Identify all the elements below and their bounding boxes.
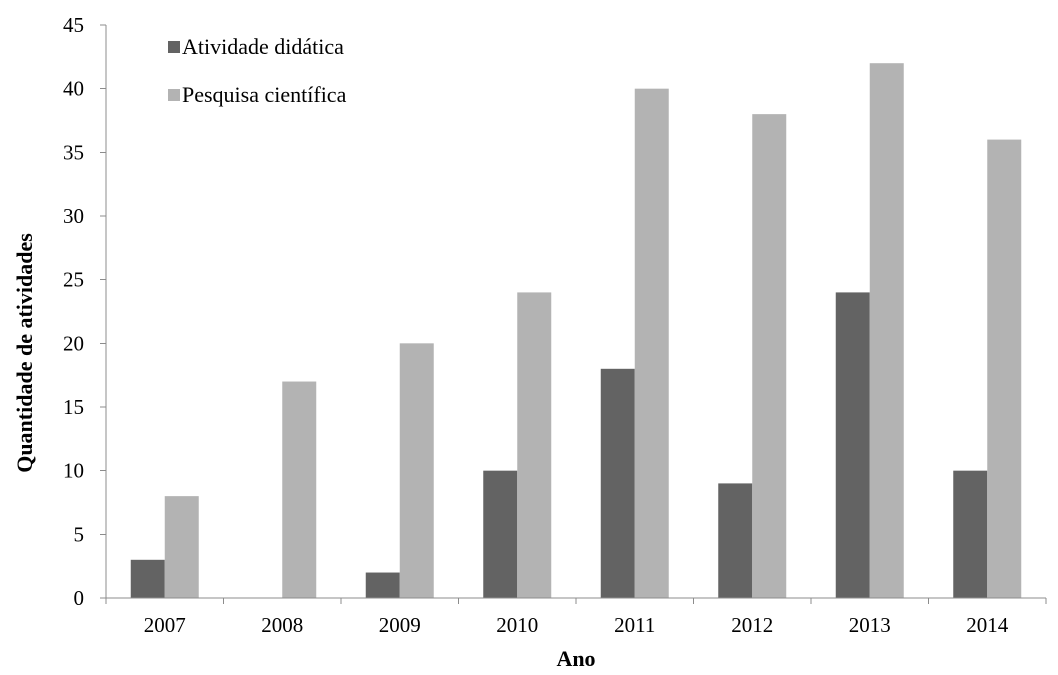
y-tick-label: 45 [63, 13, 84, 37]
bar-2012-pesquisa-cientifica [752, 114, 787, 598]
bar-2007-pesquisa-cientifica [164, 496, 199, 598]
legend: Atividade didática Pesquisa científica [168, 34, 347, 107]
y-axis-ticks: 0 5 10 15 20 25 30 35 40 45 [63, 13, 106, 610]
bar-2009-atividade-didatica [365, 572, 400, 598]
legend-label: Atividade didática [182, 34, 344, 59]
legend-label: Pesquisa científica [182, 82, 347, 107]
bar-2014-atividade-didatica [953, 470, 988, 598]
y-tick-label: 15 [63, 395, 84, 419]
bar-2007-atividade-didatica [130, 559, 165, 598]
x-tick-label: 2009 [379, 613, 421, 637]
x-axis-title: Ano [556, 646, 595, 671]
bar-2013-atividade-didatica [835, 292, 870, 598]
bar-2008-pesquisa-cientifica [282, 381, 317, 598]
x-tick-label: 2008 [261, 613, 303, 637]
bar-2013-pesquisa-cientifica [869, 63, 904, 598]
x-tick-label: 2013 [849, 613, 891, 637]
bar-2010-pesquisa-cientifica [517, 292, 552, 598]
x-axis-ticks: 2007 2008 2009 2010 2011 2012 2013 2014 [105, 598, 1047, 637]
bar-2010-atividade-didatica [483, 470, 518, 598]
bars-group [130, 63, 1022, 599]
y-tick-label: 25 [63, 268, 84, 292]
x-tick-label: 2007 [144, 613, 186, 637]
legend-swatch [168, 89, 180, 101]
bar-2012-atividade-didatica [718, 483, 753, 598]
x-tick-label: 2014 [966, 613, 1009, 637]
y-tick-label: 20 [63, 331, 84, 355]
bar-2009-pesquisa-cientifica [399, 343, 434, 598]
bar-2011-pesquisa-cientifica [634, 88, 669, 599]
legend-swatch [168, 41, 180, 53]
y-axis-title: Quantidade de atividades [12, 233, 37, 473]
x-tick-label: 2010 [496, 613, 538, 637]
y-tick-label: 5 [74, 522, 85, 546]
bar-2014-pesquisa-cientifica [987, 139, 1022, 598]
y-tick-label: 40 [63, 77, 84, 101]
x-tick-label: 2011 [614, 613, 655, 637]
bar-2011-atividade-didatica [600, 368, 635, 598]
y-tick-label: 0 [74, 586, 85, 610]
y-tick-label: 30 [63, 204, 84, 228]
y-tick-label: 10 [63, 459, 84, 483]
x-tick-label: 2012 [731, 613, 773, 637]
y-tick-label: 35 [63, 140, 84, 164]
